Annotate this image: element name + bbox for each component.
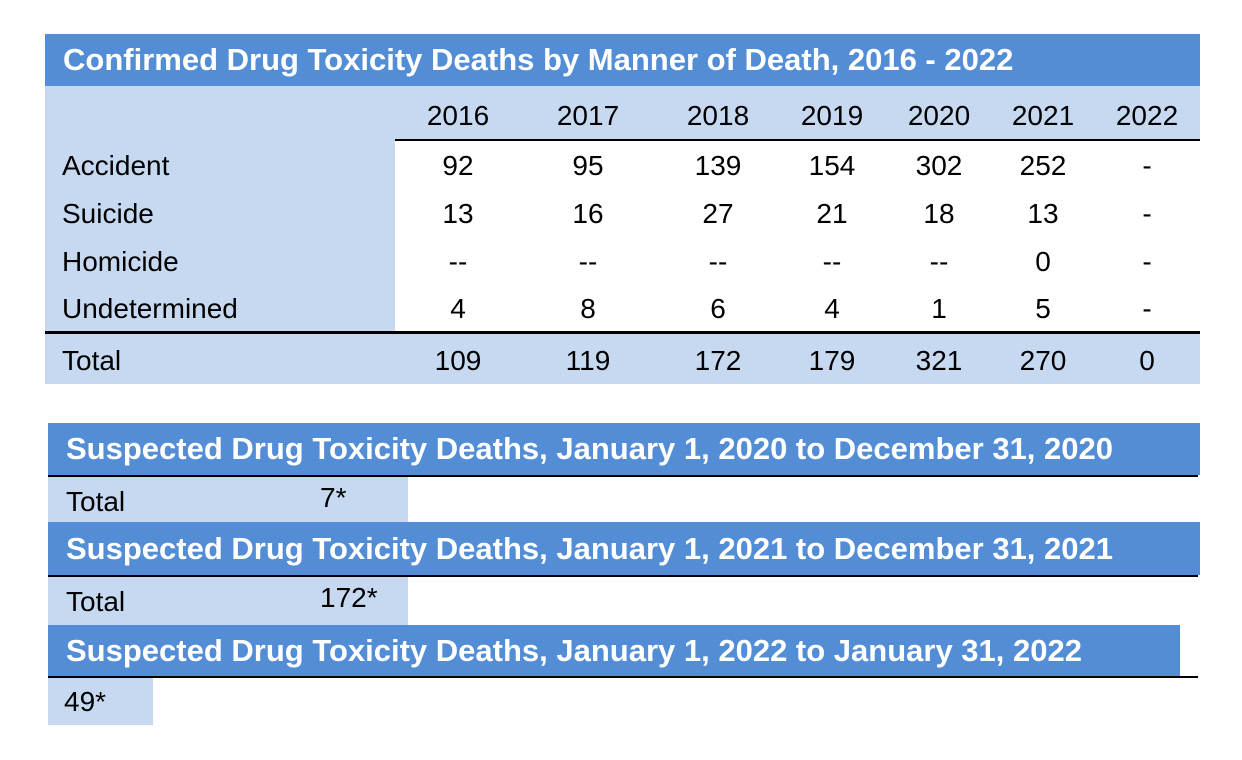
suspected-title: Suspected Drug Toxicity Deaths, January … [48, 522, 1200, 575]
table-cell: 8 [580, 293, 596, 324]
table-cell: - [1142, 198, 1152, 229]
year-header: 2016 [426, 100, 490, 131]
table-cell: 0 [1035, 246, 1051, 277]
value-fill [48, 678, 153, 725]
table-cell: 92 [442, 150, 474, 181]
table-cell: 13 [1027, 198, 1059, 229]
row-label-column-fill [45, 140, 395, 334]
table-cell: 6 [710, 293, 726, 324]
total-value: 7* [320, 482, 347, 513]
total-cell: 119 [565, 345, 611, 376]
suspected-title: Suspected Drug Toxicity Deaths, January … [48, 423, 1200, 475]
total-cell: 109 [434, 345, 482, 376]
confirmed-title: Confirmed Drug Toxicity Deaths by Manner… [45, 34, 1200, 86]
table-cell: -- [822, 246, 842, 277]
year-header: 2017 [556, 100, 620, 131]
year-header: 2018 [686, 100, 750, 131]
table-cell: 4 [450, 293, 466, 324]
total-divider [45, 331, 1200, 334]
year-header: 2022 [1115, 100, 1179, 131]
table-cell: -- [708, 246, 728, 277]
total-cell: 172 [694, 345, 742, 376]
total-label-fill [48, 577, 408, 625]
row-label: Suicide [62, 198, 154, 229]
table-cell: 13 [442, 198, 474, 229]
table-cell: 95 [572, 150, 604, 181]
year-header: 2021 [1011, 100, 1075, 131]
table-cell: 4 [824, 293, 840, 324]
total-label-fill [48, 477, 408, 522]
row-label: Accident [62, 150, 170, 181]
year-header: 2020 [907, 100, 971, 131]
year-header: 2019 [800, 100, 864, 131]
table-cell: 5 [1035, 293, 1051, 324]
table-cell: 154 [808, 150, 856, 181]
total-value: 172* [320, 582, 378, 613]
header-divider [395, 139, 1200, 141]
title-underline [48, 575, 1198, 577]
suspected-title: Suspected Drug Toxicity Deaths, January … [48, 625, 1180, 676]
total-cell: 0 [1139, 345, 1155, 376]
row-label: Undetermined [62, 293, 238, 324]
table-cell: -- [929, 246, 949, 277]
table-cell: 139 [694, 150, 742, 181]
total-label: Total [66, 586, 126, 617]
table-cell: - [1142, 246, 1152, 277]
table-cell: 16 [572, 198, 604, 229]
total-cell: 270 [1019, 345, 1067, 376]
table-cell: 21 [816, 198, 848, 229]
total-cell: 321 [915, 345, 963, 376]
table-cell: - [1142, 293, 1152, 324]
row-label: Homicide [62, 246, 179, 277]
total-row-fill [45, 334, 1200, 384]
table-cell: - [1142, 150, 1152, 181]
table-cell: -- [448, 246, 468, 277]
table-cell: 1 [931, 293, 947, 324]
table-cell: 252 [1019, 150, 1067, 181]
table-cell: 18 [923, 198, 955, 229]
header-row-fill [45, 86, 1200, 140]
total-label: Total [66, 486, 126, 517]
table-cell: 302 [915, 150, 963, 181]
table-cell: 27 [702, 198, 734, 229]
total-value: 49* [64, 686, 107, 717]
title-underline [48, 475, 1198, 477]
table-cell: -- [578, 246, 598, 277]
title-underline [48, 676, 1198, 678]
total-cell: 179 [808, 345, 856, 376]
total-label: Total [62, 345, 122, 376]
